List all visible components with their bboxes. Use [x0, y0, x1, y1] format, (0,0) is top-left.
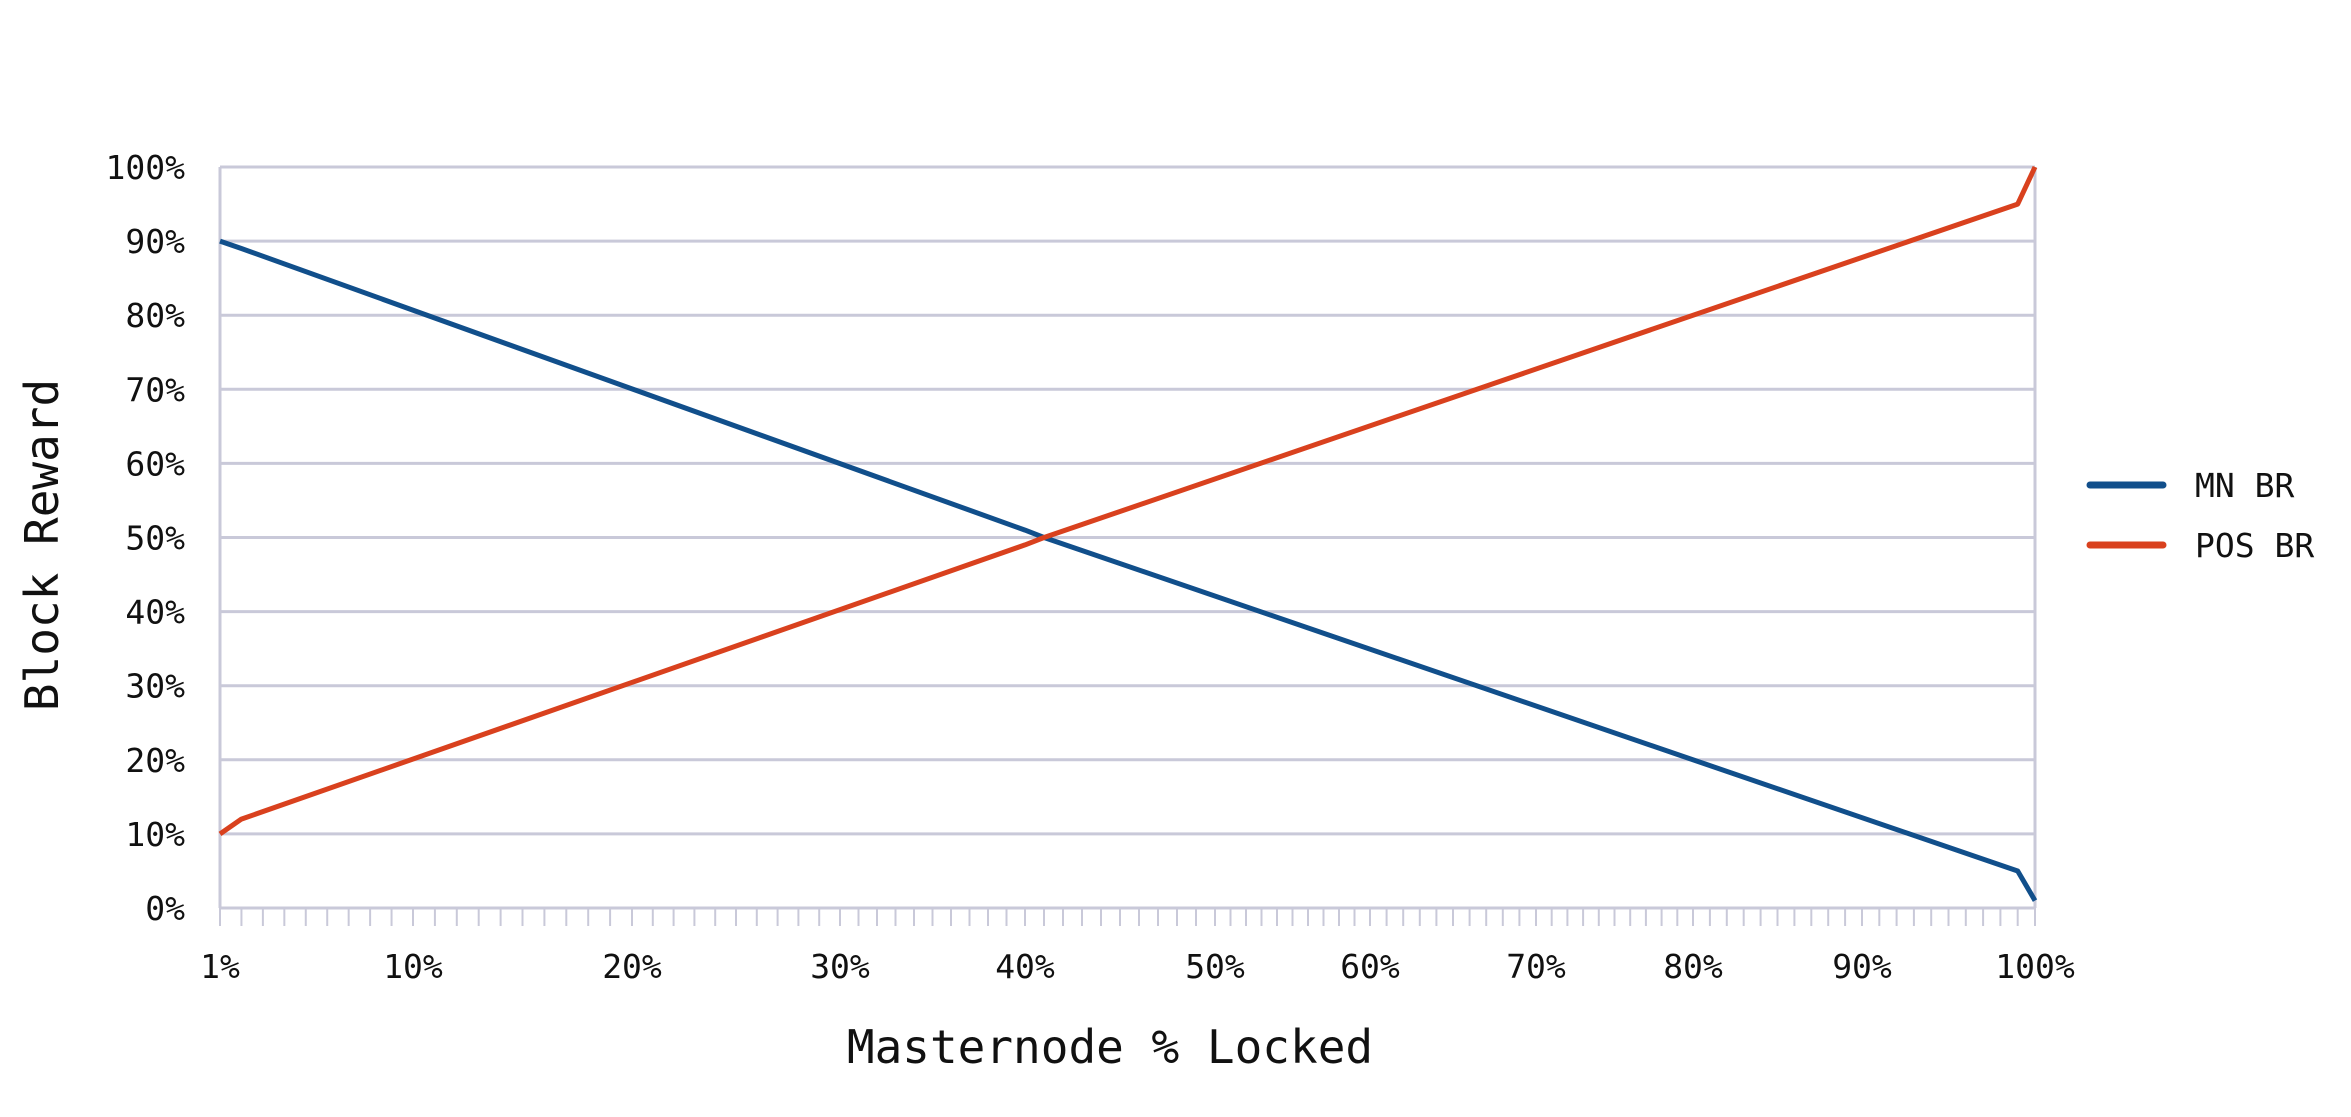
- y-tick-label: 50%: [125, 519, 185, 558]
- legend-label: MN BR: [2195, 466, 2294, 505]
- legend-label: POS BR: [2195, 526, 2314, 565]
- x-minor-ticks: [219, 908, 2036, 926]
- y-tick-label: 40%: [125, 593, 185, 632]
- y-tick-label: 90%: [125, 222, 185, 261]
- y-tick-label: 10%: [125, 815, 185, 854]
- x-tick-label: 60%: [1340, 947, 1400, 986]
- y-tick-label: 0%: [145, 889, 185, 928]
- series-line-1: [219, 238, 2038, 902]
- x-tick-label: 20%: [602, 947, 662, 986]
- series-lines: [218, 165, 2038, 902]
- x-tick-label: 50%: [1185, 947, 1245, 986]
- x-tick-label: 90%: [1832, 947, 1892, 986]
- x-axis-title: Masternode % Locked: [847, 1020, 1373, 1074]
- legend: MN BR POS BR: [2086, 466, 2314, 565]
- y-tick-label: 100%: [106, 148, 186, 187]
- x-tick-label: 70%: [1506, 947, 1566, 986]
- y-tick-labels: 0% 10% 20% 30% 40% 50% 60% 70% 80% 90% 100%: [106, 148, 186, 928]
- y-tick-label: 80%: [125, 296, 185, 335]
- x-tick-label: 80%: [1663, 947, 1723, 986]
- x-tick-label: 1%: [200, 947, 240, 986]
- axes: [218, 167, 2037, 910]
- y-axis-title: Block Reward: [15, 379, 69, 711]
- x-tick-labels: 1% 10% 20% 30% 40% 50% 60% 70% 80% 90% 100%: [200, 947, 2075, 986]
- grid-lines: [220, 165, 2035, 910]
- series-line-2: [218, 165, 2038, 836]
- x-tick-label: 10%: [383, 947, 443, 986]
- x-tick-label: 40%: [995, 947, 1055, 986]
- x-tick-label: 30%: [810, 947, 870, 986]
- y-tick-label: 70%: [125, 370, 185, 409]
- y-tick-label: 30%: [125, 667, 185, 706]
- y-tick-label: 60%: [125, 444, 185, 483]
- x-tick-label: 100%: [1995, 947, 2075, 986]
- y-tick-label: 20%: [125, 741, 185, 780]
